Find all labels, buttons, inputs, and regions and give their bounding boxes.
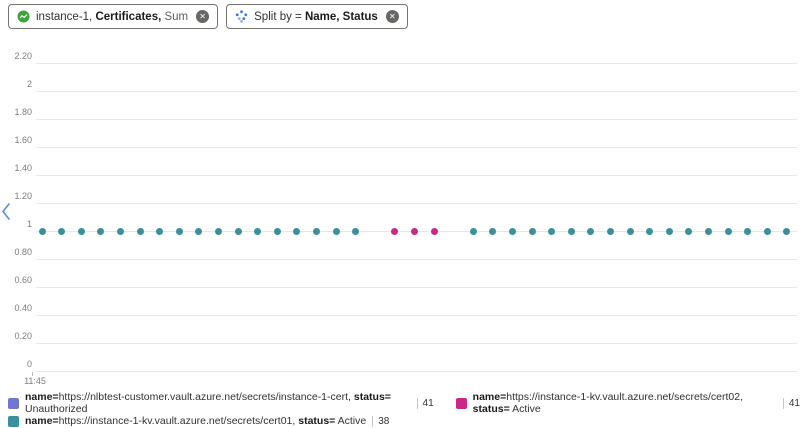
data-point[interactable] bbox=[704, 227, 712, 235]
data-point[interactable] bbox=[58, 227, 66, 235]
data-point[interactable] bbox=[293, 227, 301, 235]
data-point[interactable] bbox=[528, 227, 536, 235]
gridline bbox=[36, 343, 797, 344]
gridline bbox=[36, 259, 797, 260]
x-axis-tick bbox=[32, 372, 33, 376]
legend-item-cert02[interactable]: name=https://instance-1-kv.vault.azure.n… bbox=[455, 391, 800, 415]
legend-count-divider bbox=[416, 397, 418, 409]
data-point[interactable] bbox=[685, 227, 693, 235]
data-point[interactable] bbox=[175, 227, 183, 235]
gridline bbox=[36, 203, 797, 204]
split-by-icon bbox=[235, 10, 248, 23]
filter-pill-bar: instance-1, Certificates, Sum ✕ Split by… bbox=[8, 4, 408, 29]
data-point[interactable] bbox=[254, 227, 262, 235]
data-point[interactable] bbox=[430, 227, 438, 235]
series-swatch bbox=[8, 415, 19, 427]
y-axis-tick-label: 1.20 bbox=[14, 191, 32, 201]
y-axis-tick-label: 0.80 bbox=[14, 247, 32, 257]
y-axis-tick-label: 0 bbox=[26, 359, 32, 369]
legend-row: name=https://nlbtest-customer.vault.azur… bbox=[8, 391, 800, 415]
y-axis-tick-label: 2 bbox=[26, 79, 32, 89]
y-axis-tick-label: 0.20 bbox=[14, 331, 32, 341]
data-point[interactable] bbox=[744, 227, 752, 235]
y-axis-tick-label: 1.80 bbox=[14, 107, 32, 117]
data-point[interactable] bbox=[410, 227, 418, 235]
remove-metric-icon[interactable]: ✕ bbox=[196, 10, 210, 23]
legend-count: 41 bbox=[788, 397, 800, 409]
y-axis-tick-label: 2.20 bbox=[14, 51, 32, 61]
y-axis-tick-label: 1.60 bbox=[14, 135, 32, 145]
data-point[interactable] bbox=[391, 227, 399, 235]
data-point[interactable] bbox=[77, 227, 85, 235]
legend-item-cert01[interactable]: name=https://instance-1-kv.vault.azure.n… bbox=[8, 415, 389, 427]
data-point[interactable] bbox=[312, 227, 320, 235]
data-point[interactable] bbox=[116, 227, 124, 235]
legend-row: name=https://instance-1-kv.vault.azure.n… bbox=[8, 414, 800, 428]
data-point[interactable] bbox=[489, 227, 497, 235]
gridline bbox=[36, 287, 797, 288]
data-point[interactable] bbox=[508, 227, 516, 235]
gridline bbox=[36, 63, 797, 64]
data-point[interactable] bbox=[352, 227, 360, 235]
data-point[interactable] bbox=[763, 227, 771, 235]
data-point[interactable] bbox=[156, 227, 164, 235]
legend-item-label: name=https://nlbtest-customer.vault.azur… bbox=[25, 391, 391, 415]
data-point[interactable] bbox=[136, 227, 144, 235]
legend-count-divider bbox=[782, 397, 784, 409]
chevron-left-icon[interactable] bbox=[1, 202, 11, 221]
data-point[interactable] bbox=[646, 227, 654, 235]
data-point[interactable] bbox=[195, 227, 203, 235]
data-point[interactable] bbox=[724, 227, 732, 235]
legend-count-divider bbox=[372, 415, 374, 427]
chart-legend: name=https://nlbtest-customer.vault.azur… bbox=[8, 391, 800, 428]
legend-count: 41 bbox=[422, 397, 434, 409]
data-point[interactable] bbox=[606, 227, 614, 235]
y-axis-tick-label: 0.40 bbox=[14, 303, 32, 313]
gridline bbox=[36, 119, 797, 120]
data-point[interactable] bbox=[665, 227, 673, 235]
series-swatch bbox=[455, 397, 467, 409]
data-point[interactable] bbox=[626, 227, 634, 235]
metric-pill-label: instance-1, Certificates, Sum bbox=[36, 10, 189, 23]
series-swatch bbox=[8, 397, 19, 409]
data-point[interactable] bbox=[587, 227, 595, 235]
y-axis-tick-label: 0.60 bbox=[14, 275, 32, 285]
legend-item-label: name=https://instance-1-kv.vault.azure.n… bbox=[25, 415, 367, 427]
data-point[interactable] bbox=[214, 227, 222, 235]
gridline bbox=[36, 371, 797, 372]
gridline bbox=[36, 91, 797, 92]
legend-count: 38 bbox=[378, 415, 390, 427]
x-axis-tick-label: 11:45 bbox=[24, 376, 46, 386]
remove-split-by-icon[interactable]: ✕ bbox=[385, 10, 399, 23]
split-by-pill[interactable]: Split by = Name, Status ✕ bbox=[226, 4, 408, 29]
data-point[interactable] bbox=[97, 227, 105, 235]
split-by-pill-label: Split by = Name, Status bbox=[254, 10, 378, 23]
data-point[interactable] bbox=[332, 227, 340, 235]
data-point[interactable] bbox=[234, 227, 242, 235]
gridline bbox=[36, 315, 797, 316]
metric-pill[interactable]: instance-1, Certificates, Sum ✕ bbox=[8, 4, 219, 29]
data-point[interactable] bbox=[567, 227, 575, 235]
data-point[interactable] bbox=[38, 227, 46, 235]
gridline bbox=[36, 175, 797, 176]
gridline bbox=[36, 147, 797, 148]
data-point[interactable] bbox=[548, 227, 556, 235]
legend-item-unauthorized-cert[interactable]: name=https://nlbtest-customer.vault.azur… bbox=[8, 391, 434, 415]
data-point[interactable] bbox=[783, 227, 791, 235]
y-axis-tick-label: 1 bbox=[26, 219, 32, 229]
metric-namespace-icon bbox=[17, 10, 30, 23]
legend-item-label: name=https://instance-1-kv.vault.azure.n… bbox=[472, 391, 743, 415]
y-axis-tick-label: 1.40 bbox=[14, 163, 32, 173]
data-point[interactable] bbox=[273, 227, 281, 235]
data-point[interactable] bbox=[469, 227, 477, 235]
